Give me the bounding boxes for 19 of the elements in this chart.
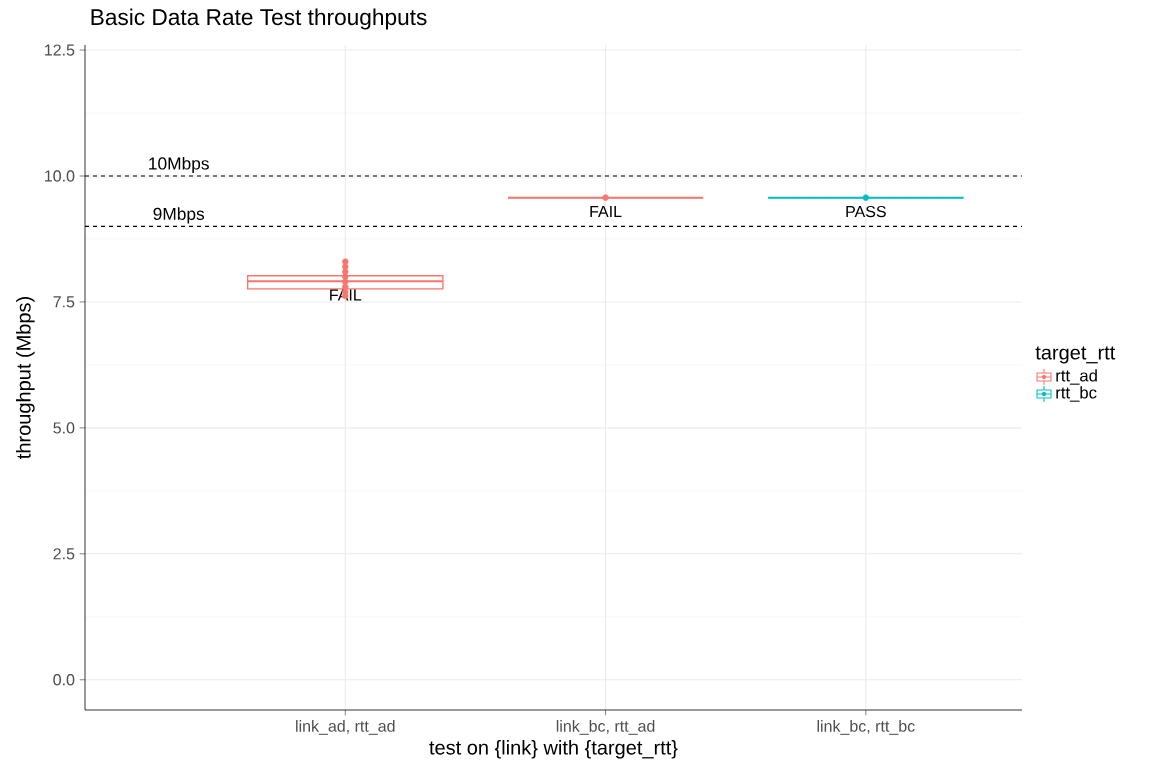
y-tick-label: 0.0 bbox=[53, 674, 75, 686]
chart-title: Basic Data Rate Test throughputs bbox=[91, 8, 427, 30]
y-tick-label: 5.0 bbox=[53, 422, 75, 434]
y-tick-label: 7.5 bbox=[53, 296, 75, 308]
y-axis-title: throughput (Mbps) bbox=[16, 297, 35, 459]
x-tick-label: link_bc, rtt_bc bbox=[817, 720, 915, 735]
annotation: FAIL bbox=[590, 205, 622, 217]
legend-title: target_rtt bbox=[1035, 346, 1116, 364]
x-tick-label: link_ad, rtt_ad bbox=[296, 720, 395, 735]
y-tick-label: 12.5 bbox=[45, 44, 75, 56]
ref-line-label: 10Mbps bbox=[149, 156, 209, 174]
legend-label: rtt_ad bbox=[1056, 369, 1097, 385]
ref-line-label: 9Mbps bbox=[153, 207, 205, 224]
x-axis-title: test on {link} with {target_rtt} bbox=[429, 739, 678, 759]
legend-label: rtt_bc bbox=[1056, 386, 1097, 402]
y-tick-label: 10.0 bbox=[45, 170, 75, 182]
y-tick-label: 2.5 bbox=[53, 548, 75, 560]
x-tick-label: link_bc, rtt_ad bbox=[556, 720, 655, 735]
annotation: PASS bbox=[846, 205, 886, 218]
